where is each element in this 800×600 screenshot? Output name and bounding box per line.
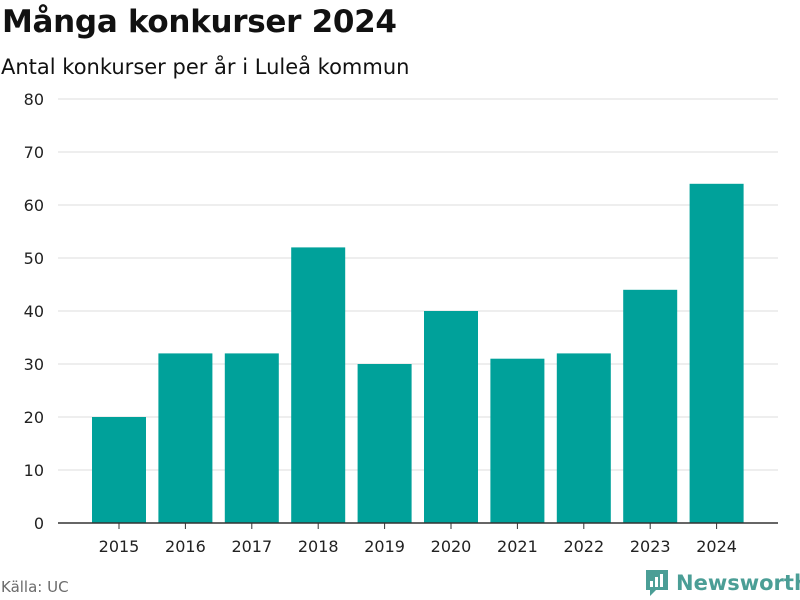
chart-title: Många konkurser 2024 bbox=[2, 4, 397, 40]
chart-subtitle: Antal konkurser per år i Luleå kommun bbox=[1, 55, 410, 79]
bar-2017 bbox=[224, 353, 279, 523]
bar-2023 bbox=[623, 289, 678, 523]
bar-2018 bbox=[291, 247, 346, 523]
x-tick-label: 2021 bbox=[497, 537, 538, 556]
x-tick-label: 2020 bbox=[431, 537, 472, 556]
y-tick-label: 20 bbox=[24, 408, 44, 427]
y-tick-label: 70 bbox=[24, 143, 44, 162]
x-tick-label: 2016 bbox=[165, 537, 206, 556]
bar-2022 bbox=[556, 353, 611, 523]
bar-2024 bbox=[689, 183, 744, 524]
y-tick-label: 80 bbox=[24, 90, 44, 109]
bar-2021 bbox=[490, 358, 545, 523]
x-tick-label: 2019 bbox=[364, 537, 405, 556]
y-tick-label: 60 bbox=[24, 196, 44, 215]
x-tick-label: 2022 bbox=[563, 537, 604, 556]
x-tick-label: 2023 bbox=[630, 537, 671, 556]
brand-name: Newsworthy bbox=[676, 571, 800, 595]
y-tick-label: 10 bbox=[24, 461, 44, 480]
bar-2020 bbox=[424, 311, 478, 523]
bar-2015 bbox=[92, 417, 146, 523]
y-tick-label: 40 bbox=[24, 302, 44, 321]
bar-2019 bbox=[357, 364, 412, 523]
x-tick-label: 2015 bbox=[99, 537, 140, 556]
x-tick-label: 2024 bbox=[696, 537, 737, 556]
newsworthy-logo-icon bbox=[646, 570, 668, 596]
x-tick-label: 2018 bbox=[298, 537, 339, 556]
y-tick-label: 0 bbox=[34, 514, 44, 533]
source-note: Källa: UC bbox=[1, 578, 69, 596]
brand-logo[interactable]: Newsworthy bbox=[644, 568, 800, 598]
x-tick-label: 2017 bbox=[231, 537, 272, 556]
y-tick-label: 30 bbox=[24, 355, 44, 374]
y-tick-label: 50 bbox=[24, 249, 44, 268]
bar-2016 bbox=[158, 353, 213, 523]
